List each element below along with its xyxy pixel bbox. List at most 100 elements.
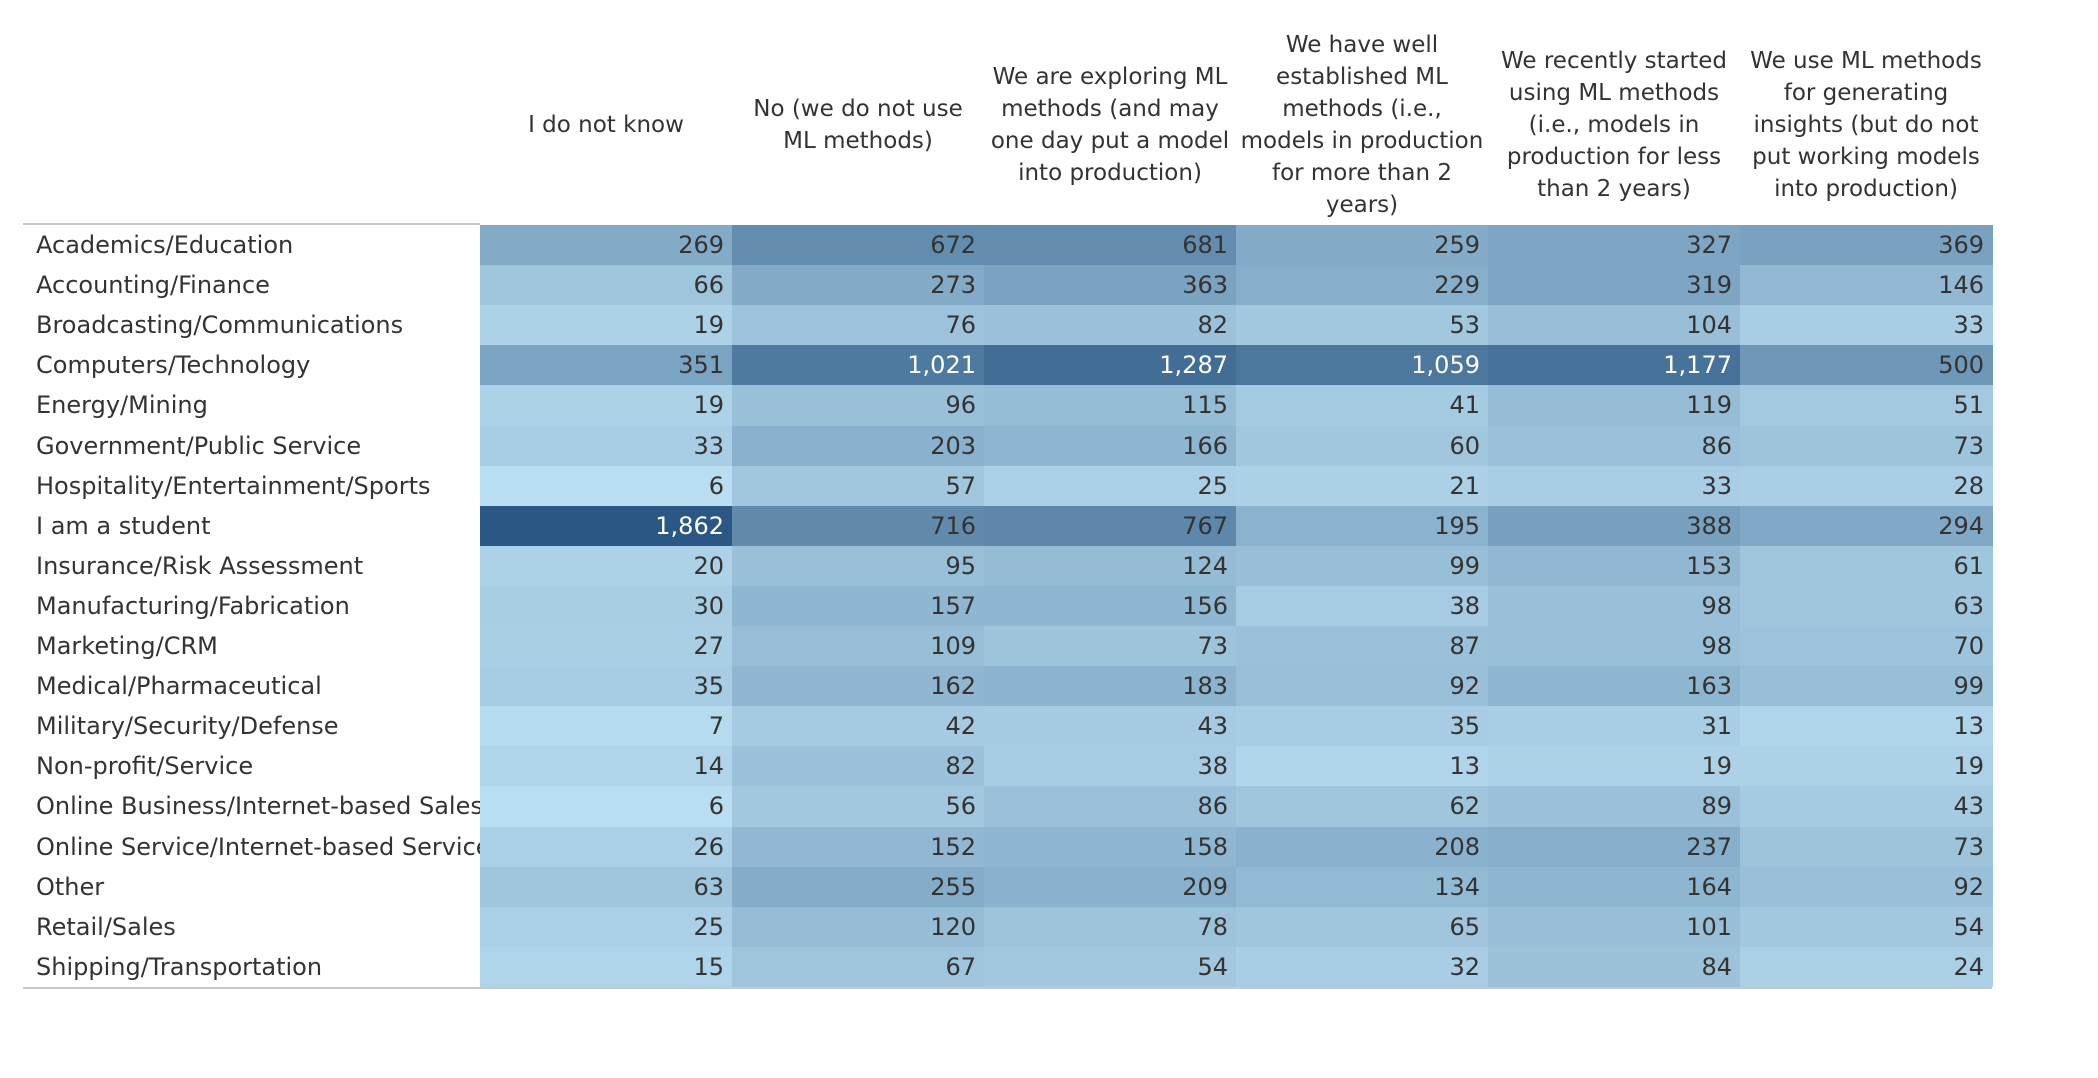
cell-value: 229	[1434, 271, 1480, 300]
bottom-rule	[23, 986, 1992, 989]
heat-cell	[984, 706, 1237, 747]
heat-cell	[984, 946, 1237, 988]
row-label: Shipping/Transportation	[36, 952, 323, 981]
heat-cell	[480, 305, 733, 346]
heat-cell	[480, 786, 733, 827]
cell-value: 82	[1197, 311, 1228, 340]
heat-cell	[984, 225, 1237, 266]
cell-value: 92	[1953, 872, 1984, 901]
heat-cell	[1236, 425, 1489, 467]
heat-cell	[732, 585, 985, 627]
cell-value: 92	[1449, 672, 1480, 701]
heat-cell	[1488, 786, 1741, 827]
heat-cell	[732, 265, 985, 306]
heat-cell	[732, 786, 985, 827]
column-header: We use ML methods for generating insight…	[1750, 48, 1982, 202]
heat-cell	[480, 505, 733, 547]
cell-value: 134	[1434, 872, 1480, 901]
cell-value: 32	[1449, 952, 1480, 981]
heat-cell	[732, 505, 985, 547]
cell-value: 166	[1182, 431, 1228, 460]
heat-cell	[1236, 225, 1489, 266]
cell-value: 35	[1449, 712, 1480, 741]
cell-value: 120	[930, 912, 976, 941]
heat-cell	[1488, 746, 1741, 787]
cell-value: 1,021	[907, 351, 976, 380]
heat-cell	[1740, 225, 1993, 266]
cell-value: 156	[1182, 591, 1228, 620]
heat-cell	[1236, 345, 1489, 386]
cell-value: 95	[945, 551, 976, 580]
cell-value: 60	[1449, 431, 1480, 460]
cell-value: 99	[1449, 551, 1480, 580]
heat-cell	[732, 465, 985, 507]
heat-cell	[1236, 906, 1489, 948]
cell-value: 183	[1182, 672, 1228, 701]
row-label: Academics/Education	[36, 231, 294, 259]
cell-value: 15	[693, 952, 724, 981]
row-label: I am a student	[36, 511, 211, 540]
row-label: Retail/Sales	[36, 912, 176, 941]
cell-value: 1,862	[655, 511, 724, 540]
cell-value: 38	[1449, 591, 1480, 620]
cell-value: 19	[1953, 752, 1984, 781]
heat-cell	[1236, 626, 1489, 667]
heat-cell	[984, 746, 1237, 787]
heat-cell	[1488, 305, 1741, 346]
heat-cell	[1740, 746, 1993, 787]
heat-cell	[732, 946, 985, 988]
heat-cell	[732, 666, 985, 707]
heat-cell	[1740, 385, 1993, 426]
cell-value: 35	[693, 672, 724, 701]
heat-cell	[1740, 585, 1993, 627]
cell-value: 115	[1182, 391, 1228, 420]
cell-value: 1,287	[1159, 351, 1228, 380]
cell-value: 13	[1449, 752, 1480, 781]
cell-value: 152	[930, 832, 976, 861]
cell-value: 294	[1938, 511, 1984, 540]
heat-cell	[1740, 906, 1993, 948]
cell-value: 7	[708, 712, 724, 741]
cell-value: 43	[1197, 712, 1228, 741]
heat-cell	[1236, 946, 1489, 988]
cell-value: 28	[1953, 471, 1984, 500]
row-label: Military/Security/Defense	[36, 712, 339, 741]
row-label: Insurance/Risk Assessment	[36, 551, 364, 580]
heat-cell	[1488, 906, 1741, 948]
heat-cell	[480, 385, 733, 426]
cell-value: 119	[1686, 391, 1732, 420]
heat-cell	[732, 866, 985, 908]
heat-cell	[984, 465, 1237, 507]
cell-value: 57	[945, 471, 976, 500]
heat-cell	[984, 425, 1237, 467]
cell-value: 19	[693, 391, 724, 420]
heat-cell	[1236, 826, 1489, 868]
cell-value: 255	[930, 872, 976, 901]
cell-value: 109	[930, 632, 976, 660]
heat-cell	[480, 866, 733, 908]
cell-value: 319	[1686, 271, 1732, 300]
row-label: Manufacturing/Fabrication	[36, 591, 350, 620]
heat-cell	[984, 626, 1237, 667]
cell-value: 86	[1701, 431, 1732, 460]
cell-value: 62	[1449, 792, 1480, 821]
cell-value: 162	[930, 672, 976, 701]
cell-value: 42	[945, 712, 976, 741]
heat-cell	[1740, 826, 1993, 868]
cell-value: 273	[930, 271, 976, 300]
cell-value: 53	[1449, 311, 1480, 340]
cell-value: 369	[1938, 231, 1984, 259]
heat-cell	[1740, 305, 1993, 346]
heat-cell	[732, 425, 985, 467]
cell-value: 203	[930, 431, 976, 460]
cell-value: 24	[1953, 952, 1984, 981]
cell-value: 99	[1953, 672, 1984, 701]
heat-cell	[1740, 345, 1993, 386]
heat-cell	[1488, 465, 1741, 507]
cell-value: 269	[678, 231, 724, 259]
heat-cell	[984, 826, 1237, 868]
column-header: No (we do not use ML methods)	[753, 96, 963, 154]
heat-cell	[480, 585, 733, 627]
heat-cell	[1236, 666, 1489, 707]
heat-cell	[984, 265, 1237, 306]
